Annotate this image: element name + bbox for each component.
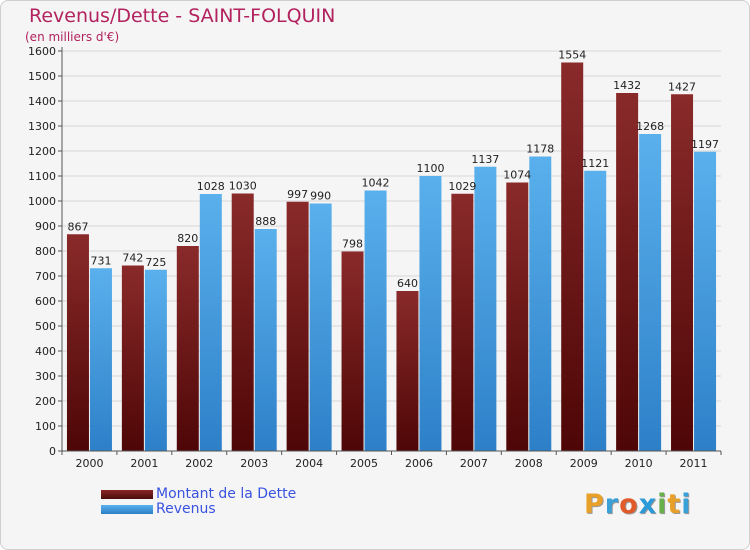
x-axis-ticks: 2000 2001 2002 2003 2004 2005 2006 2007 2008 2009… [61, 451, 722, 470]
data-label-debt: 820 [177, 232, 198, 245]
y-tick-label: 900 [35, 220, 56, 233]
bar-debt [286, 201, 309, 451]
bar-debt [671, 94, 694, 451]
bar-chart: 0 100 200 300 400 500 600 700 800 900 1000 1100 1200… [28, 45, 722, 470]
logo-letter: x [638, 489, 658, 520]
logo-letter: i [681, 489, 692, 520]
legend-swatch-debt [101, 490, 153, 499]
data-label-revenue: 888 [255, 215, 276, 228]
axis-layer [61, 47, 721, 452]
bar-debt [341, 251, 364, 451]
data-label-revenue: 731 [90, 254, 111, 267]
bar-revenue [529, 156, 552, 451]
legend-label-debt: Montant de la Dette [156, 486, 297, 502]
bar-debt [451, 193, 474, 451]
data-label-revenue: 1178 [526, 143, 554, 156]
bar-debt [231, 193, 254, 451]
x-tick-label: 2004 [295, 457, 323, 470]
x-tick-label: 2000 [75, 457, 103, 470]
bar-debt [396, 291, 419, 451]
logo-letter: r [604, 489, 620, 520]
y-tick-label: 400 [35, 345, 56, 358]
bar-debt [616, 93, 639, 451]
data-label-debt: 1427 [668, 80, 696, 93]
chart-subtitle: (en milliers d'€) [25, 30, 120, 44]
proxiti-logo: Proxiti [584, 489, 692, 520]
y-tick-label: 1200 [28, 145, 56, 158]
x-tick-label: 2009 [570, 457, 598, 470]
x-tick-label: 2006 [405, 457, 433, 470]
data-label-debt: 1029 [448, 180, 476, 193]
logo-letter: o [619, 489, 639, 520]
y-tick-label: 700 [35, 270, 56, 283]
y-tick-label: 1600 [28, 45, 56, 58]
data-label-revenue: 1100 [416, 162, 444, 175]
grid-layer [62, 50, 721, 451]
x-tick-label: 2007 [460, 457, 488, 470]
x-tick-label: 2002 [185, 457, 213, 470]
y-tick-label: 1500 [28, 70, 56, 83]
data-label-debt: 640 [397, 277, 418, 290]
x-tick-label: 2005 [350, 457, 378, 470]
data-label-debt: 1432 [613, 79, 641, 92]
bar-debt [506, 182, 529, 451]
legend-label-revenue: Revenus [156, 501, 216, 517]
data-label-revenue: 1028 [197, 180, 225, 193]
y-tick-label: 1000 [28, 195, 56, 208]
data-label-revenue: 1268 [636, 120, 664, 133]
bar-revenue [89, 268, 112, 451]
y-tick-label: 1300 [28, 120, 56, 133]
bar-revenue [474, 166, 497, 451]
y-tick-label: 500 [35, 320, 56, 333]
bar-revenue [639, 134, 662, 451]
data-label-revenue: 1197 [691, 138, 719, 151]
data-label-revenue: 725 [145, 256, 166, 269]
y-tick-label: 100 [35, 420, 56, 433]
bar-revenue [199, 194, 222, 451]
bar-debt [121, 265, 144, 451]
bar-debt [561, 62, 584, 451]
data-label-debt: 798 [342, 238, 363, 251]
x-tick-label: 2008 [515, 457, 543, 470]
bar-debt [66, 234, 89, 451]
bar-revenue [309, 203, 332, 451]
data-label-revenue: 990 [310, 190, 331, 203]
x-tick-label: 2001 [130, 457, 158, 470]
bar-revenue [364, 190, 387, 451]
logo-letter: i [657, 489, 668, 520]
y-axis-ticks: 0 100 200 300 400 500 600 700 800 900 1000 1100 1200… [28, 45, 62, 458]
data-label-debt: 1554 [558, 49, 586, 62]
bar-revenue [144, 269, 167, 451]
bar-revenue [584, 170, 607, 451]
data-label-revenue: 1137 [471, 153, 499, 166]
data-label-debt: 997 [287, 188, 308, 201]
logo-letter: P [584, 489, 605, 520]
bar-revenue [254, 229, 277, 451]
bar-layer [66, 62, 717, 451]
logo-letter: t [667, 489, 682, 520]
bar-revenue [419, 176, 442, 451]
data-label-revenue: 1042 [362, 177, 390, 190]
data-label-revenue: 1121 [581, 157, 609, 170]
y-tick-label: 0 [49, 445, 56, 458]
y-tick-label: 300 [35, 370, 56, 383]
data-label-debt: 1030 [229, 180, 257, 193]
bar-debt [176, 246, 199, 451]
x-tick-label: 2003 [240, 457, 268, 470]
data-label-layer: 867 731 742 725 820 1028 1030 888 997 990 798 1042 6… [67, 49, 719, 291]
bar-revenue [694, 151, 717, 451]
x-tick-label: 2011 [680, 457, 708, 470]
data-label-debt: 1074 [503, 169, 531, 182]
data-label-debt: 867 [67, 220, 88, 233]
legend-swatch-revenue [101, 505, 153, 514]
y-tick-label: 1400 [28, 95, 56, 108]
y-tick-label: 800 [35, 245, 56, 258]
y-tick-label: 1100 [28, 170, 56, 183]
y-tick-label: 600 [35, 295, 56, 308]
y-tick-label: 200 [35, 395, 56, 408]
x-tick-label: 2010 [625, 457, 653, 470]
data-label-debt: 742 [122, 252, 143, 265]
chart-title: Revenus/Dette - SAINT-FOLQUIN [29, 5, 336, 27]
